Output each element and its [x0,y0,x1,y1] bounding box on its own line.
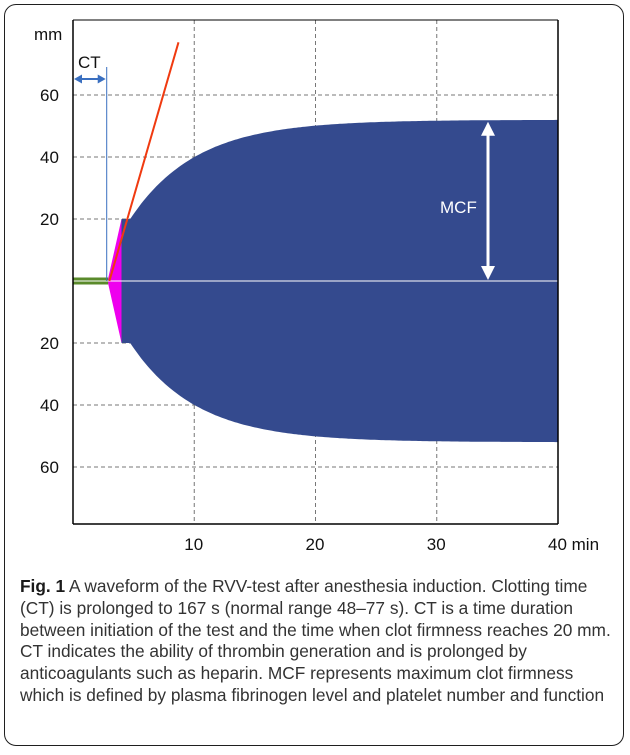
y-tick-label: 20 [40,334,59,353]
y-axis-unit: mm [34,25,62,44]
ct-label: CT [78,53,101,72]
x-tick-label: 10 [184,535,203,554]
mcf-arrow-head-top [481,121,495,136]
axes [72,19,559,525]
y-tick-label: 40 [40,148,59,167]
x-tick-label: 20 [306,535,325,554]
y-tick-label: 40 [40,396,59,415]
mcf-arrow-head-bottom [481,266,495,280]
ct-arrow-head-left [74,74,82,84]
figure-frame [4,4,624,746]
tick-labels: 60 40 20 20 40 60 10 20 30 40 min [40,86,599,554]
y-tick-label: 60 [40,86,59,105]
tangent-line [108,42,180,282]
x-tick-label: 30 [427,535,446,554]
mcf-label: MCF [440,198,477,217]
x-tick-label: 40 min [548,535,599,554]
y-tick-label: 20 [40,210,59,229]
ct-arrow-head-right [97,74,106,84]
y-tick-label: 60 [40,458,59,477]
caption-text: A waveform of the RVV-test after anesthe… [20,576,611,705]
annotation-marks [73,42,558,285]
caption-label: Fig. 1 [20,576,66,596]
rotem-chart: 60 40 20 20 40 60 10 20 30 40 min mm CT MCF [34,19,599,554]
figure-caption: Fig. 1 A waveform of the RVV-test after … [20,576,616,707]
